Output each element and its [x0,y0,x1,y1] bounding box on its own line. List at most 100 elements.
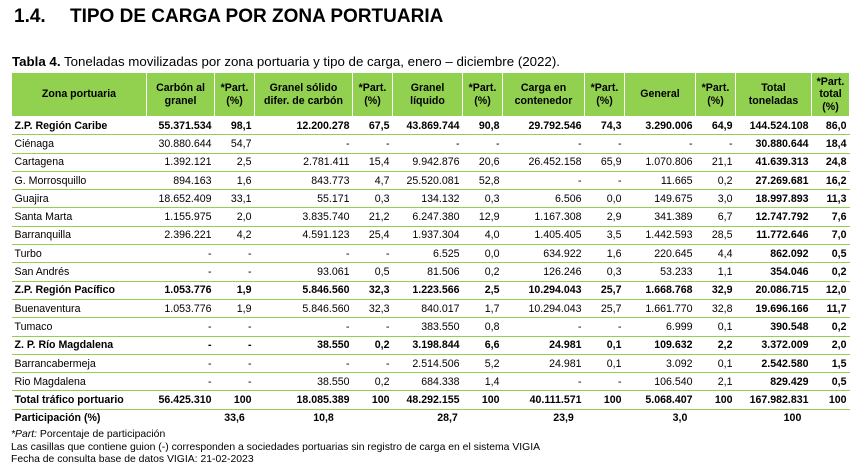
value-cell: 134.132 [392,189,463,209]
value-cell: 32,3 [352,281,393,300]
header-part-granel-liquido: *Part. (%) [462,72,503,117]
header-part-contenedor: *Part. (%) [584,72,625,117]
value-cell: 21,2 [352,207,393,227]
value-cell: 390.548 [735,317,812,337]
value-cell: 64,9 [695,116,736,136]
value-cell: 7,6 [811,207,850,227]
zona-cell: G. Morrosquillo [11,171,147,191]
zona-cell: Rio Magdalena [11,372,147,392]
value-cell: 100 [811,390,850,410]
value-cell: 2.514.506 [392,354,463,374]
table-row: Total tráfico portuario 56.425.310 100 18.0… [11,390,850,410]
value-cell: 2,9 [584,207,625,227]
value-cell: 2,2 [695,336,736,355]
section-heading: 1.4. TIPO DE CARGA POR ZONA PORTUARIA [14,6,443,28]
table-header-row: Zona portuaria Carbón al granel *Part. (… [11,72,850,117]
value-cell: - [352,317,393,337]
value-cell: 24.981 [502,336,585,355]
participacion-label: Participación (%) [14,412,101,425]
value-cell: 1.053.776 [146,299,215,319]
value-cell: 3,0 [695,189,736,209]
value-cell: 6.525 [392,244,463,264]
value-cell: 21,1 [695,153,736,172]
value-cell: 829.429 [735,372,812,392]
note-guion: Las casillas que contiene guion (-) corr… [11,441,541,453]
value-cell: 843.773 [254,171,353,191]
value-cell: - [584,171,625,191]
value-cell: - [146,354,215,374]
value-cell: 149.675 [624,189,696,209]
zona-cell: San Andrés [11,262,147,282]
table-row: Santa Marta 1.155.975 2,0 3.835.740 21,2 6.24… [11,207,850,227]
table-row: Rio Magdalena - -38.550 0,2 684.338 1,4- -106.… [11,372,850,392]
value-cell: 10.294.043 [502,281,585,300]
value-cell: 2.542.580 [735,354,812,374]
value-cell: 43.869.744 [392,116,463,136]
value-cell: 144.524.108 [735,116,812,136]
value-cell: 0,2 [811,262,850,282]
header-zona: Zona portuaria [11,72,147,117]
header-part-general: *Part. (%) [695,72,736,117]
value-cell: - [584,317,625,337]
value-cell: 634.922 [502,244,585,264]
value-cell: 5,2 [462,354,503,374]
value-cell: 6.247.380 [392,207,463,227]
value-cell: 2,1 [695,372,736,392]
value-cell: 90,8 [462,116,503,136]
value-cell: 1,5 [811,354,850,374]
table-row: Cartagena 1.392.121 2,5 2.781.411 15,4 9.942.… [11,153,850,172]
table-row: Ciénaga 30.880.644 54,7- - - - - - - -30.880.644 1… [11,134,850,154]
value-cell: 48.292.155 [392,390,463,410]
table-row: Z. P. Río Magdalena - -38.550 0,2 3.198.844 6… [11,336,850,355]
value-cell: - [502,171,585,191]
value-cell: 53.233 [624,262,696,282]
value-cell: 93.061 [254,262,353,282]
zona-cell: Total tráfico portuario [11,390,147,410]
value-cell: 0,1 [695,354,736,374]
value-cell: 55.171 [254,189,353,209]
value-cell: 1.937.304 [392,226,463,246]
value-cell: 4.591.123 [254,226,353,246]
zona-cell: Z.P. Región Pacífico [11,281,147,300]
value-cell: 0,5 [352,262,393,282]
value-cell: 1,6 [214,171,255,191]
value-cell: 1,1 [695,262,736,282]
section-title: TIPO DE CARGA POR ZONA PORTUARIA [70,6,444,27]
value-cell: 1,4 [462,372,503,392]
value-cell: 67,5 [352,116,393,136]
value-cell: 20,6 [462,153,503,172]
table-row: Z.P. Región Caribe 55.371.534 98,1 12.200.2… [11,116,850,136]
value-cell: 5.846.560 [254,281,353,300]
value-cell: 1.223.566 [392,281,463,300]
value-cell: 12.200.278 [254,116,353,136]
value-cell: 38.550 [254,336,353,355]
value-cell: 16,2 [811,171,850,191]
value-cell: 4,2 [214,226,255,246]
value-cell: 1,7 [462,299,503,319]
value-cell: 25,7 [584,281,625,300]
value-cell: 1.392.121 [146,153,215,172]
value-cell: 0,1 [584,354,625,374]
value-cell: 0,0 [584,189,625,209]
value-cell: - [584,372,625,392]
value-cell: 26.452.158 [502,153,585,172]
value-cell: 0,0 [462,244,503,264]
zona-cell: Z. P. Río Magdalena [11,336,147,355]
value-cell: 0,2 [811,317,850,337]
value-cell: 1,9 [214,299,255,319]
value-cell: 1.070.806 [624,153,696,172]
value-cell: 98,1 [214,116,255,136]
value-cell: 4,0 [462,226,503,246]
value-cell: 2,5 [462,281,503,300]
value-cell: 18,4 [811,134,850,154]
value-cell: 32,9 [695,281,736,300]
value-cell: - [392,134,463,154]
value-cell: 0,5 [811,244,850,264]
table-row: Tumaco - - - -383.550 0,8- -6.999 0,1 390.548 0,2 [11,317,850,337]
value-cell: 1.167.308 [502,207,585,227]
value-cell: 0,2 [462,262,503,282]
value-cell: 19.696.166 [735,299,812,319]
value-cell: 40.111.571 [502,390,585,410]
header-part-carbon: *Part. (%) [214,72,255,117]
value-cell: - [624,134,696,154]
